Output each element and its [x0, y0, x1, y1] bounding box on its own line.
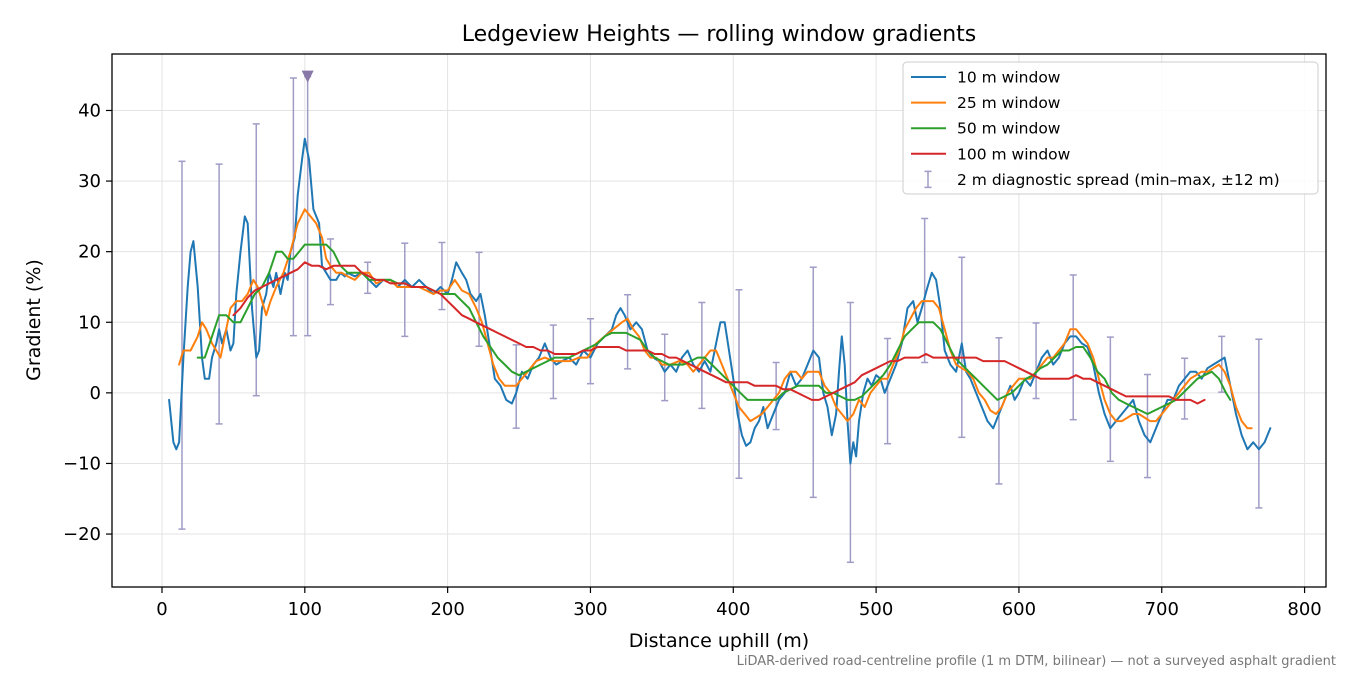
error-bar	[921, 217, 929, 364]
legend: 10 m window 25 m window 50 m window 100 m w…	[902, 61, 1319, 195]
x-tick-label: 500	[859, 599, 893, 620]
error-bar	[1106, 336, 1114, 463]
y-tick-label: 30	[78, 171, 101, 192]
error-bar	[1032, 322, 1040, 400]
error-bar	[438, 241, 446, 311]
x-tick-label: 800	[1287, 599, 1321, 620]
legend-box	[902, 61, 1319, 195]
y-tick-label: 20	[78, 242, 101, 263]
legend-label: 100 m window	[957, 145, 1071, 163]
error-bar	[1143, 373, 1151, 479]
error-bar	[215, 163, 223, 425]
y-tick-label: −10	[63, 453, 101, 474]
axis-ticks: 0 100 200 300 400 500 600 700 800 −20 −10 0 10 20 30 40	[63, 100, 1322, 620]
series-lines	[168, 137, 1272, 465]
x-tick-label: 200	[430, 599, 464, 620]
series-line-3	[232, 261, 1206, 405]
triangle-down-marker	[301, 70, 314, 83]
x-tick-label: 0	[156, 599, 167, 620]
error-bar	[809, 266, 817, 499]
series-line-2	[196, 243, 1232, 415]
y-tick-label: −20	[63, 524, 101, 545]
error-bar	[846, 301, 854, 564]
chart-title: Ledgeview Heights — rolling window gradi…	[462, 22, 977, 47]
series-line-1	[178, 208, 1253, 430]
x-tick-label: 100	[288, 599, 322, 620]
legend-label: 10 m window	[957, 69, 1061, 87]
error-bar	[735, 289, 743, 480]
x-tick-label: 300	[573, 599, 607, 620]
error-bar	[401, 242, 409, 338]
error-bar	[1255, 338, 1263, 509]
legend-label: 2 m diagnostic spread (min–max, ±12 m)	[957, 171, 1280, 189]
x-tick-label: 600	[1002, 599, 1036, 620]
grid	[112, 54, 1326, 587]
y-tick-label: 0	[90, 383, 101, 404]
y-tick-label: 10	[78, 312, 101, 333]
legend-label: 50 m window	[957, 120, 1061, 138]
error-bar	[698, 301, 706, 410]
error-bar	[1181, 357, 1189, 420]
markers	[301, 70, 314, 83]
error-bar	[178, 160, 186, 530]
error-bar	[624, 293, 632, 370]
y-tick-label: 40	[78, 100, 101, 121]
error-bar	[289, 77, 297, 337]
error-bar	[475, 251, 483, 348]
x-tick-label: 400	[716, 599, 750, 620]
x-axis-label: Distance uphill (m)	[629, 630, 809, 652]
error-bar	[661, 333, 669, 402]
x-tick-label: 700	[1145, 599, 1179, 620]
error-bar	[884, 337, 892, 445]
plot-frame	[111, 53, 1327, 588]
y-axis-label: Gradient (%)	[23, 259, 45, 381]
legend-label: 25 m window	[957, 94, 1061, 112]
footnote: LiDAR-derived road-centreline profile (1…	[737, 654, 1336, 669]
